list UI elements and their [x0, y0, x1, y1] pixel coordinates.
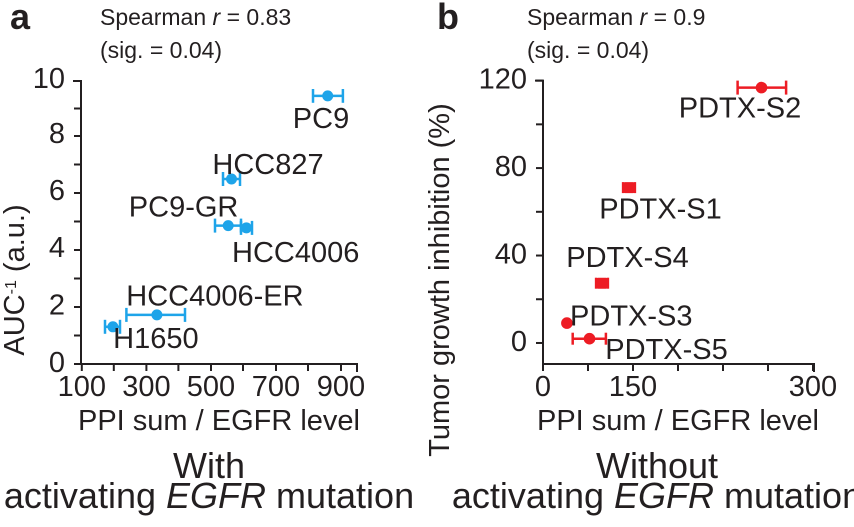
- svg-text:Tumor growth inhibition (%): Tumor growth inhibition (%): [424, 103, 456, 457]
- svg-text:8: 8: [49, 118, 65, 150]
- svg-text:HCC4006-ER: HCC4006-ER: [126, 280, 303, 312]
- svg-text:Spearman r = 0.9: Spearman r = 0.9: [527, 4, 705, 30]
- svg-text:900: 900: [317, 371, 365, 403]
- svg-text:PDTX-S3: PDTX-S3: [570, 301, 692, 333]
- svg-text:b: b: [437, 0, 459, 37]
- svg-text:(sig. = 0.04): (sig. = 0.04): [100, 37, 222, 63]
- svg-text:activating EGFR mutation: activating EGFR mutation: [4, 475, 414, 516]
- svg-text:PDTX-S4: PDTX-S4: [566, 242, 688, 274]
- svg-text:700: 700: [252, 371, 300, 403]
- svg-text:120: 120: [479, 64, 527, 96]
- svg-text:(sig. = 0.04): (sig. = 0.04): [527, 37, 649, 63]
- svg-text:100: 100: [58, 371, 106, 403]
- svg-text:0: 0: [535, 371, 551, 403]
- svg-text:PPI sum / EGFR level: PPI sum / EGFR level: [537, 405, 819, 437]
- svg-text:2: 2: [49, 290, 65, 322]
- svg-text:PDTX-S1: PDTX-S1: [599, 194, 721, 226]
- svg-text:H1650: H1650: [113, 323, 198, 355]
- svg-text:HCC827: HCC827: [212, 149, 323, 181]
- svg-text:6: 6: [49, 175, 65, 207]
- svg-text:Spearman r = 0.83: Spearman r = 0.83: [100, 4, 291, 30]
- svg-text:500: 500: [187, 371, 235, 403]
- svg-text:PDTX-S2: PDTX-S2: [679, 93, 801, 125]
- svg-text:4: 4: [49, 232, 65, 264]
- svg-text:HCC4006: HCC4006: [232, 237, 359, 269]
- svg-text:40: 40: [495, 239, 527, 271]
- svg-text:150: 150: [609, 371, 657, 403]
- svg-text:PDTX-S5: PDTX-S5: [605, 334, 727, 366]
- svg-text:0: 0: [511, 326, 527, 358]
- svg-text:300: 300: [122, 371, 170, 403]
- svg-text:10: 10: [33, 63, 65, 95]
- svg-text:300: 300: [789, 371, 837, 403]
- svg-text:PC9-GR: PC9-GR: [129, 191, 239, 223]
- svg-text:a: a: [10, 0, 31, 37]
- svg-text:PPI sum / EGFR level: PPI sum / EGFR level: [78, 405, 360, 437]
- svg-text:PC9: PC9: [293, 103, 349, 135]
- svg-text:80: 80: [495, 151, 527, 183]
- svg-text:activating EGFR mutation: activating EGFR mutation: [452, 475, 854, 516]
- svg-text:AUC-1 (a.u.): AUC-1 (a.u.): [0, 204, 31, 355]
